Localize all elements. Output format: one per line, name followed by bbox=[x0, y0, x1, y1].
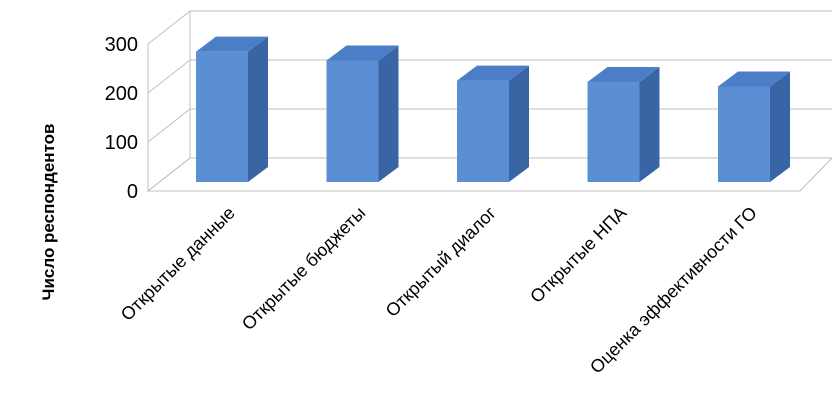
y-axis-ticks: 0 100 200 300 bbox=[105, 34, 138, 203]
bar-front bbox=[718, 86, 770, 182]
bar-top bbox=[718, 71, 790, 87]
bar-side bbox=[770, 71, 790, 182]
category-label: Открытые данные bbox=[117, 203, 239, 325]
bar-front bbox=[326, 60, 379, 183]
bar bbox=[326, 45, 399, 183]
category-label: Открытые НПА bbox=[526, 203, 630, 307]
chart-floor bbox=[146, 157, 832, 192]
bar-top bbox=[457, 65, 529, 81]
gridline-side bbox=[147, 59, 191, 94]
bar bbox=[457, 65, 529, 182]
bars bbox=[196, 36, 790, 183]
y-tick-label: 0 bbox=[127, 181, 138, 203]
bar-front bbox=[587, 82, 640, 182]
category-labels: Открытые данные Открытые бюджеты Открытый … bbox=[117, 202, 761, 377]
bar-side bbox=[509, 65, 529, 182]
gridline-side bbox=[147, 10, 191, 45]
bar-front bbox=[457, 80, 509, 182]
category-label: Открытый диалог bbox=[382, 202, 501, 321]
bar-side bbox=[248, 36, 268, 182]
bar-top bbox=[587, 67, 660, 83]
y-tick-label: 300 bbox=[105, 34, 138, 56]
gridline-side bbox=[147, 108, 191, 143]
bar bbox=[587, 67, 660, 182]
bar-top bbox=[196, 36, 268, 52]
y-axis-title: Число респондентов bbox=[39, 124, 58, 301]
bar bbox=[718, 71, 790, 182]
bar-top bbox=[326, 45, 399, 61]
bar-side bbox=[639, 67, 660, 182]
category-label: Открытые бюджеты bbox=[238, 203, 369, 334]
bar-side bbox=[378, 45, 399, 183]
bar-front bbox=[196, 51, 248, 182]
bar bbox=[196, 36, 268, 182]
y-tick-label: 100 bbox=[105, 132, 138, 154]
y-tick-label: 200 bbox=[105, 83, 138, 105]
